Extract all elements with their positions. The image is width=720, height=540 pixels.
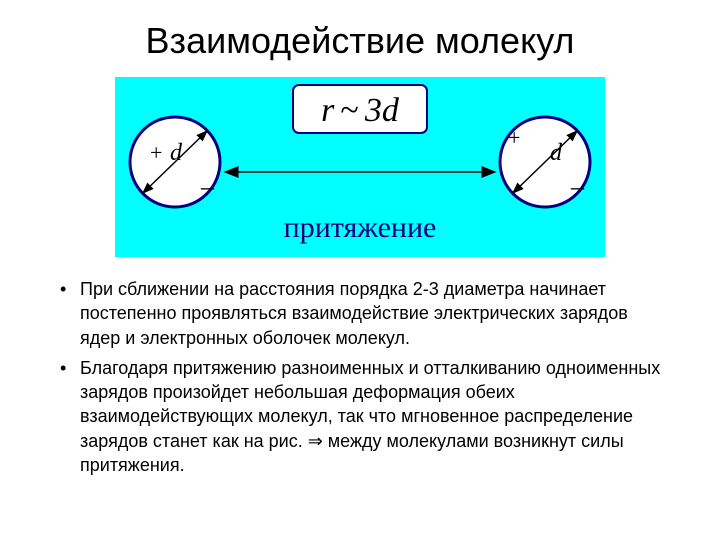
interaction-diagram: r~3d + d – + d – притяжение [115, 77, 605, 257]
bullet-list: При сближении на расстояния порядка 2-3 … [50, 277, 670, 477]
left-d-label: d [170, 140, 183, 166]
formula-box [293, 85, 427, 133]
right-d-label: d [550, 140, 563, 166]
bullet-item: Благодаря притяжению разноименных и отта… [80, 356, 670, 477]
left-plus-label: + [150, 140, 162, 165]
bullet-item: При сближении на расстояния порядка 2-3 … [80, 277, 670, 350]
right-plus-label: + [508, 125, 520, 150]
diagram-svg: r~3d + d – + d – притяжение [115, 77, 605, 257]
page-title: Взаимодействие молекул [50, 20, 670, 62]
right-minus-label: – [570, 172, 585, 201]
diagram-caption: притяжение [284, 211, 437, 244]
left-minus-label: – [200, 172, 215, 201]
